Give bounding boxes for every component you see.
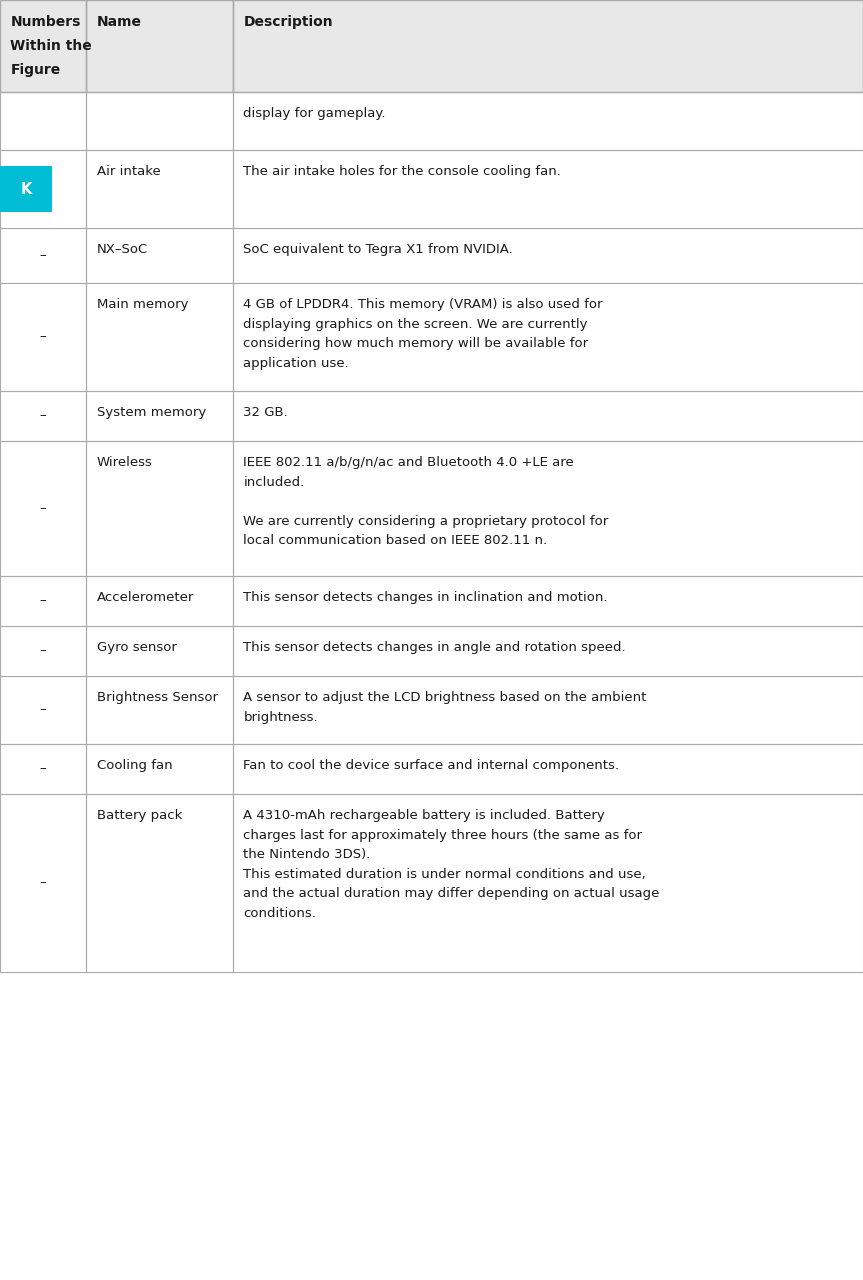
Bar: [233, 744, 863, 794]
Bar: [86, 0, 233, 92]
Text: NX–SoC: NX–SoC: [97, 243, 148, 256]
Bar: [233, 283, 863, 390]
Bar: [233, 676, 863, 744]
Text: –: –: [40, 330, 47, 343]
Bar: [0, 794, 86, 972]
Bar: [0, 390, 86, 442]
Bar: [233, 150, 863, 228]
Bar: [0, 92, 86, 150]
Text: Name: Name: [97, 15, 142, 29]
Bar: [86, 442, 233, 576]
Text: Gyro sensor: Gyro sensor: [97, 641, 177, 654]
Text: Accelerometer: Accelerometer: [97, 591, 194, 604]
Text: Numbers
Within the
Figure: Numbers Within the Figure: [10, 15, 92, 77]
Bar: [233, 390, 863, 442]
Text: –: –: [40, 594, 47, 608]
Text: 4 GB of LPDDR4. This memory (VRAM) is also used for
displaying graphics on the s: 4 GB of LPDDR4. This memory (VRAM) is al…: [243, 298, 603, 370]
Bar: [86, 744, 233, 794]
Text: –: –: [40, 704, 47, 717]
Bar: [0, 744, 86, 794]
Text: K: K: [20, 182, 32, 197]
Bar: [233, 576, 863, 626]
Bar: [233, 92, 863, 150]
Text: –: –: [40, 250, 47, 262]
Bar: [0, 150, 86, 228]
Text: –: –: [40, 877, 47, 890]
Text: Battery pack: Battery pack: [97, 809, 182, 822]
Bar: [86, 576, 233, 626]
Text: –: –: [40, 645, 47, 658]
Text: SoC equivalent to Tegra X1 from NVIDIA.: SoC equivalent to Tegra X1 from NVIDIA.: [243, 243, 513, 256]
Bar: [86, 626, 233, 676]
Text: A sensor to adjust the LCD brightness based on the ambient
brightness.: A sensor to adjust the LCD brightness ba…: [243, 691, 646, 724]
Bar: [0, 228, 86, 283]
Text: Fan to cool the device surface and internal components.: Fan to cool the device surface and inter…: [243, 759, 620, 772]
Text: Wireless: Wireless: [97, 457, 153, 470]
Bar: [0, 283, 86, 390]
Bar: [86, 228, 233, 283]
Bar: [233, 228, 863, 283]
Bar: [0, 626, 86, 676]
Text: Main memory: Main memory: [97, 298, 188, 311]
Text: Description: Description: [243, 15, 333, 29]
Bar: [233, 626, 863, 676]
Text: A 4310-mAh rechargeable battery is included. Battery
charges last for approximat: A 4310-mAh rechargeable battery is inclu…: [243, 809, 659, 920]
Text: This sensor detects changes in angle and rotation speed.: This sensor detects changes in angle and…: [243, 641, 626, 654]
Bar: [0, 0, 86, 92]
Text: IEEE 802.11 a/b/g/n/ac and Bluetooth 4.0 +LE are
included.

We are currently con: IEEE 802.11 a/b/g/n/ac and Bluetooth 4.0…: [243, 457, 608, 548]
Text: –: –: [40, 763, 47, 776]
Bar: [86, 390, 233, 442]
Bar: [86, 92, 233, 150]
Bar: [233, 794, 863, 972]
Text: Brightness Sensor: Brightness Sensor: [97, 691, 217, 704]
Bar: [0, 442, 86, 576]
Bar: [0, 676, 86, 744]
Bar: [86, 150, 233, 228]
Text: Air intake: Air intake: [97, 165, 161, 178]
Bar: [233, 442, 863, 576]
Text: display for gameplay.: display for gameplay.: [243, 108, 386, 120]
Text: –: –: [40, 502, 47, 515]
Text: This sensor detects changes in inclination and motion.: This sensor detects changes in inclinati…: [243, 591, 608, 604]
Text: –: –: [40, 410, 47, 422]
Bar: [86, 283, 233, 390]
Bar: [233, 0, 863, 92]
Bar: [0, 576, 86, 626]
Text: The air intake holes for the console cooling fan.: The air intake holes for the console coo…: [243, 165, 561, 178]
Bar: [86, 676, 233, 744]
Bar: [0, 165, 52, 212]
Text: System memory: System memory: [97, 406, 206, 420]
Bar: [86, 794, 233, 972]
Text: 32 GB.: 32 GB.: [243, 406, 288, 420]
Text: Cooling fan: Cooling fan: [97, 759, 173, 772]
